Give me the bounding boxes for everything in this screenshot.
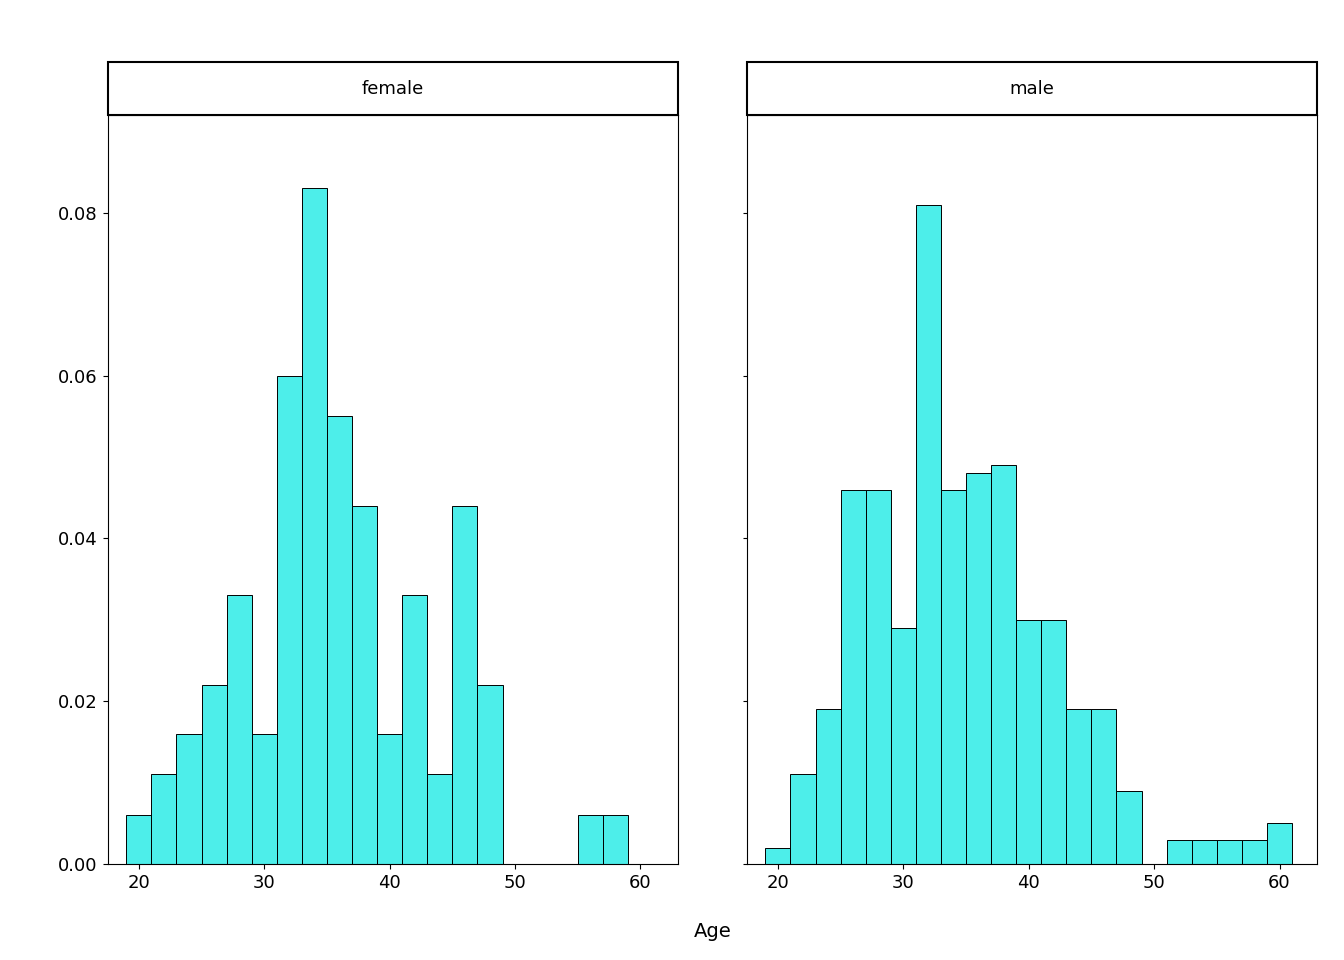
Bar — [578, 815, 603, 864]
Bar — [790, 775, 816, 864]
Bar — [603, 815, 628, 864]
Bar — [277, 375, 302, 864]
Bar — [866, 490, 891, 864]
Bar — [378, 733, 402, 864]
Bar — [816, 709, 840, 864]
Bar — [402, 595, 427, 864]
Bar — [1242, 840, 1267, 864]
Bar — [477, 684, 503, 864]
Bar — [991, 466, 1016, 864]
Bar — [352, 506, 378, 864]
Bar — [1016, 620, 1042, 864]
Bar — [176, 733, 202, 864]
Bar — [1216, 840, 1242, 864]
Text: Age: Age — [694, 922, 731, 941]
Bar — [966, 473, 991, 864]
Bar — [840, 490, 866, 864]
Bar — [126, 815, 152, 864]
Text: male: male — [1009, 80, 1054, 98]
Bar — [327, 417, 352, 864]
Bar — [427, 775, 453, 864]
Bar — [302, 188, 327, 864]
Bar — [915, 204, 941, 864]
Text: female: female — [362, 80, 423, 98]
Bar — [765, 848, 790, 864]
Bar — [251, 733, 277, 864]
Bar — [1091, 709, 1117, 864]
Bar — [152, 775, 176, 864]
Bar — [941, 490, 966, 864]
Bar — [891, 628, 915, 864]
Bar — [1167, 840, 1192, 864]
Bar — [1267, 824, 1292, 864]
Bar — [1117, 791, 1141, 864]
Bar — [202, 684, 227, 864]
Bar — [1042, 620, 1066, 864]
Bar — [1192, 840, 1216, 864]
Bar — [453, 506, 477, 864]
Bar — [1066, 709, 1091, 864]
Bar — [227, 595, 251, 864]
